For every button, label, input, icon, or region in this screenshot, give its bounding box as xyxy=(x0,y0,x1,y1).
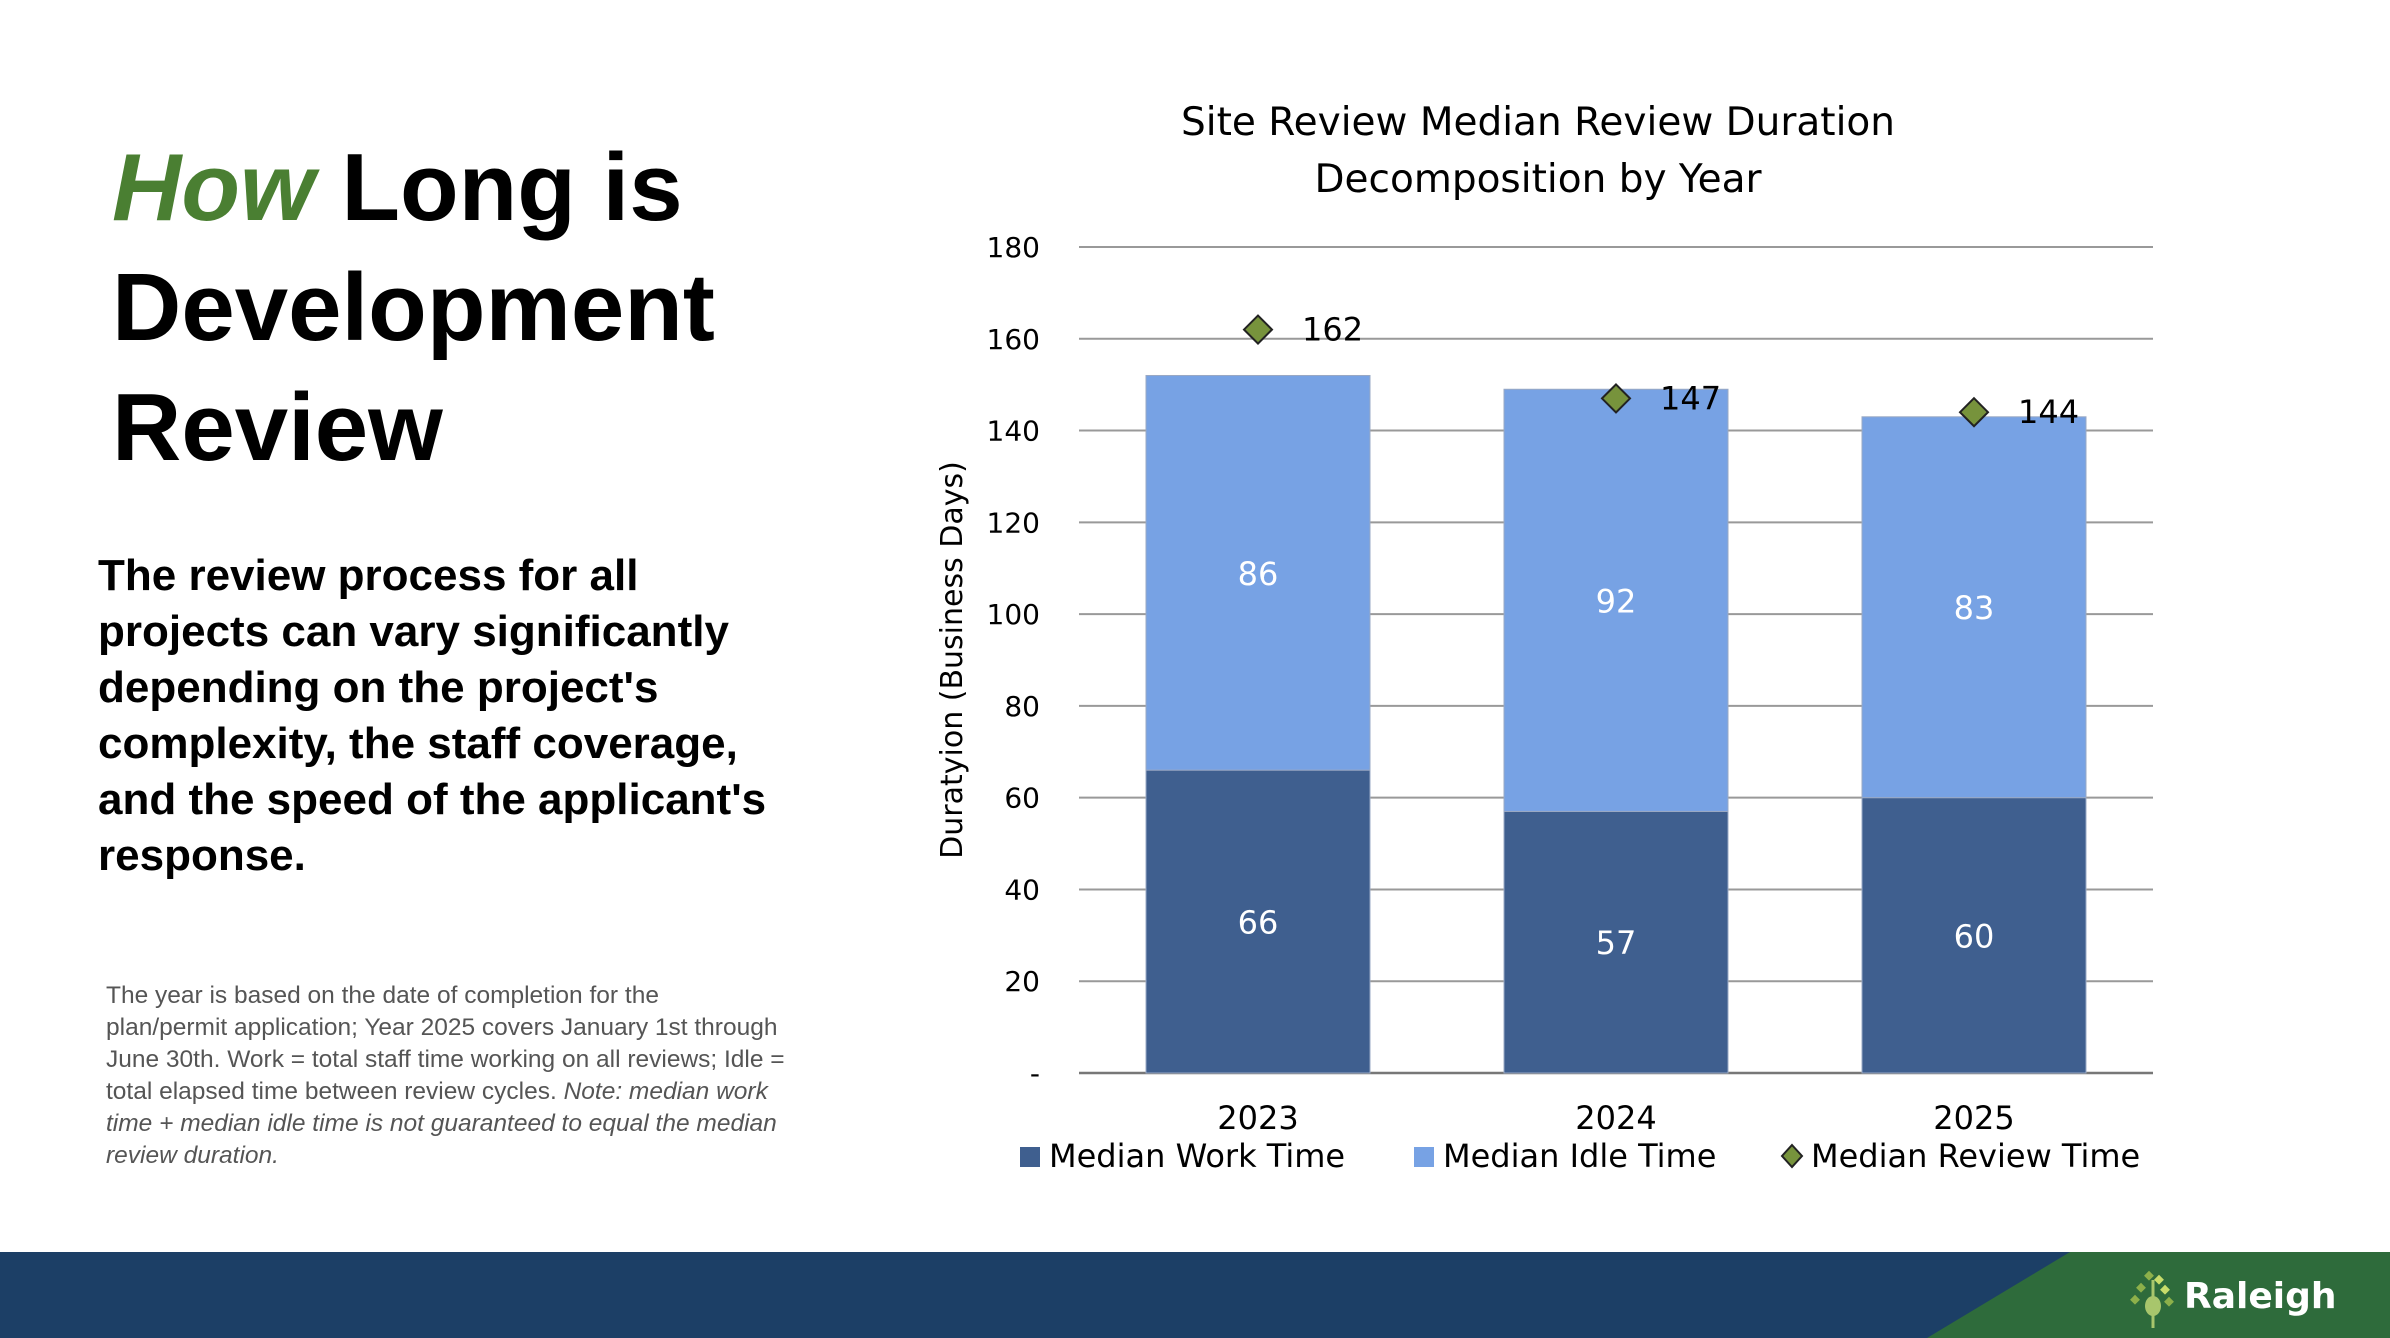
review-time-label: 144 xyxy=(2018,393,2079,431)
review-time-label: 162 xyxy=(1302,311,1363,349)
stacked-bar-chart: Site Review Median Review Duration Decomp… xyxy=(935,100,2153,1175)
y-tick-label: 160 xyxy=(987,323,1040,356)
raleigh-logo: Raleigh xyxy=(2128,1262,2337,1330)
legend-label: Median Idle Time xyxy=(1443,1137,1716,1175)
footer-bar xyxy=(0,1252,2390,1338)
y-tick-label: 80 xyxy=(1004,690,1040,723)
body-text: The review process for all projects can … xyxy=(98,551,767,880)
x-tick-label: 2024 xyxy=(1575,1099,1656,1137)
review-time-marker xyxy=(1242,314,1274,346)
chart-title: Decomposition by Year xyxy=(1315,157,1763,202)
legend-marker-icon xyxy=(1780,1143,1804,1169)
bar-work xyxy=(1503,810,1729,1074)
x-tick-label: 2025 xyxy=(1933,1099,2014,1137)
y-tick-label: 20 xyxy=(1004,965,1040,998)
review-time-label: 147 xyxy=(1660,379,1721,417)
y-tick-label: 120 xyxy=(987,506,1040,539)
title-accent: How xyxy=(112,134,315,241)
footnote-italic: Note: median work time + median idle tim… xyxy=(106,1078,777,1169)
data-label: 60 xyxy=(1954,917,1995,955)
data-label: 66 xyxy=(1238,904,1279,942)
footnote-plain: The year is based on the date of complet… xyxy=(106,982,785,1105)
legend-swatch xyxy=(1020,1147,1040,1167)
y-tick-label: - xyxy=(1030,1057,1040,1090)
title-line2: Development xyxy=(112,254,715,361)
title-line1: Long is xyxy=(314,134,683,241)
bar-idle xyxy=(1145,374,1371,771)
x-tick-label: 2023 xyxy=(1217,1099,1298,1137)
review-time-marker xyxy=(1600,383,1632,414)
page-title: How Long is Development Review xyxy=(112,128,715,488)
review-time-marker xyxy=(1958,396,1990,428)
data-label: 86 xyxy=(1238,555,1279,593)
bar-work xyxy=(1145,769,1371,1074)
y-tick-label: 180 xyxy=(987,231,1040,264)
legend-swatch xyxy=(1414,1147,1434,1167)
title-line3: Review xyxy=(112,374,443,481)
y-tick-label: 100 xyxy=(987,598,1040,631)
data-label: 83 xyxy=(1954,589,1995,627)
footnote: The year is based on the date of complet… xyxy=(106,980,786,1172)
y-axis-label: Duratyion (Business Days) xyxy=(935,461,970,859)
y-tick-label: 40 xyxy=(1004,873,1040,906)
data-label: 57 xyxy=(1596,924,1637,962)
y-tick-label: 140 xyxy=(987,415,1040,448)
legend-label: Median Review Time xyxy=(1811,1137,2140,1175)
tree-logo-icon xyxy=(2130,1270,2174,1328)
logo-text: Raleigh xyxy=(2184,1275,2337,1317)
bar-work xyxy=(1861,797,2087,1074)
y-tick-label: 60 xyxy=(1004,782,1040,815)
chart-title: Site Review Median Review Duration xyxy=(1181,100,1895,145)
data-label: 92 xyxy=(1596,582,1637,620)
legend-label: Median Work Time xyxy=(1049,1137,1345,1175)
footer-green-band xyxy=(1927,1252,2390,1338)
